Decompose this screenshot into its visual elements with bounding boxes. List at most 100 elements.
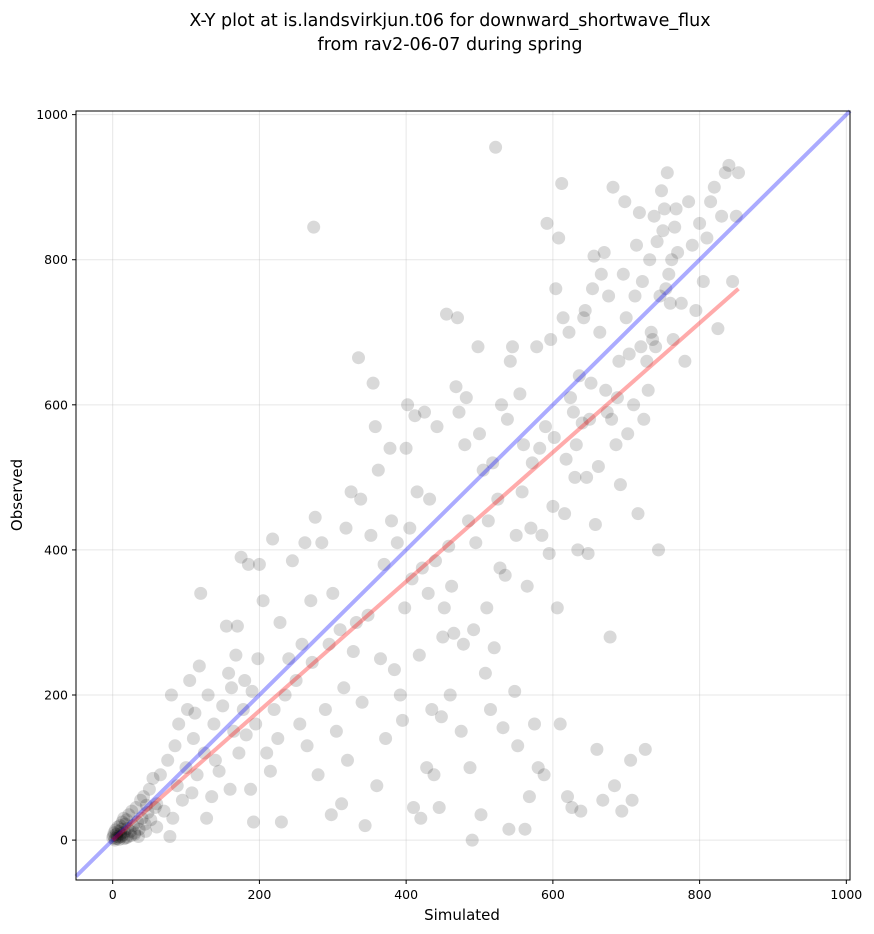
data-point <box>412 648 426 662</box>
data-point <box>120 822 134 835</box>
data-point <box>480 601 494 615</box>
data-point <box>212 764 226 778</box>
data-point <box>729 209 743 223</box>
data-point <box>125 804 139 818</box>
data-point <box>285 554 299 568</box>
data-point <box>569 438 583 452</box>
data-point <box>249 717 263 731</box>
data-point <box>711 322 725 336</box>
data-point <box>612 354 626 368</box>
data-point <box>454 724 468 738</box>
data-point <box>634 340 648 354</box>
data-point <box>267 703 281 716</box>
data-point <box>128 826 142 840</box>
data-point <box>396 713 409 727</box>
data-point <box>166 811 180 825</box>
data-point <box>131 830 145 843</box>
data-point <box>662 267 676 281</box>
data-point <box>704 195 718 209</box>
data-point <box>495 398 508 412</box>
data-point <box>462 514 475 528</box>
data-point <box>564 391 577 405</box>
data-point <box>153 768 167 782</box>
data-point <box>726 275 740 288</box>
data-point <box>481 514 495 528</box>
data-point <box>463 761 477 775</box>
data-point <box>590 742 604 756</box>
data-point <box>322 637 336 651</box>
data-point <box>415 561 429 575</box>
data-point <box>304 594 318 608</box>
data-point <box>447 626 461 640</box>
data-point <box>298 536 312 550</box>
data-point <box>539 420 552 434</box>
data-point <box>179 761 193 775</box>
data-point <box>530 340 544 354</box>
data-point <box>227 724 241 738</box>
data-point <box>605 412 619 426</box>
data-point <box>234 550 248 564</box>
data-point <box>552 231 566 245</box>
data-point <box>245 684 259 698</box>
x-axis-label: Simulated <box>424 906 500 924</box>
data-point <box>132 822 146 836</box>
data-point <box>542 547 556 560</box>
data-point <box>232 746 246 760</box>
data-point <box>318 703 332 716</box>
data-point <box>124 829 138 843</box>
data-point <box>118 817 132 831</box>
data-point <box>660 166 674 180</box>
data-point <box>627 398 641 412</box>
data-point <box>674 296 688 310</box>
data-point <box>655 184 668 198</box>
data-point <box>546 499 560 513</box>
grid-lines <box>76 111 850 880</box>
data-point <box>593 325 607 339</box>
data-point <box>624 753 638 767</box>
data-point <box>170 779 184 793</box>
data-point <box>108 833 122 847</box>
data-point <box>377 557 391 571</box>
data-point <box>707 180 721 194</box>
data-point <box>205 790 219 804</box>
data-point <box>120 813 134 827</box>
data-point <box>451 311 464 325</box>
data-point <box>531 761 545 775</box>
chart-title-line1: X-Y plot at is.landsvirkjun.t06 for down… <box>189 11 710 31</box>
data-point <box>722 158 736 172</box>
data-point <box>116 828 130 842</box>
data-point <box>671 246 685 259</box>
data-point <box>150 797 164 811</box>
data-point <box>172 717 186 731</box>
data-point <box>665 253 679 267</box>
data-point <box>596 793 610 807</box>
data-point <box>115 830 128 843</box>
data-point <box>556 311 570 325</box>
data-point <box>467 623 481 637</box>
data-point <box>393 688 407 702</box>
data-point <box>139 798 153 812</box>
data-point <box>491 492 505 506</box>
data-point <box>405 572 419 586</box>
data-point <box>637 412 651 426</box>
y-tick-label: 600 <box>44 397 68 412</box>
data-point <box>452 405 466 419</box>
data-point <box>117 832 131 846</box>
data-point <box>666 333 680 346</box>
data-point <box>112 824 126 838</box>
data-point <box>602 289 616 303</box>
data-point <box>524 521 538 535</box>
data-point <box>126 819 140 833</box>
data-point <box>580 470 594 484</box>
data-point <box>434 710 448 724</box>
data-point <box>161 753 175 767</box>
data-point <box>236 703 250 716</box>
data-point <box>429 554 442 568</box>
data-point <box>168 739 182 753</box>
data-point <box>430 420 444 434</box>
data-point <box>399 441 413 455</box>
data-point <box>216 699 230 713</box>
data-point <box>630 238 643 252</box>
data-point <box>157 804 171 818</box>
